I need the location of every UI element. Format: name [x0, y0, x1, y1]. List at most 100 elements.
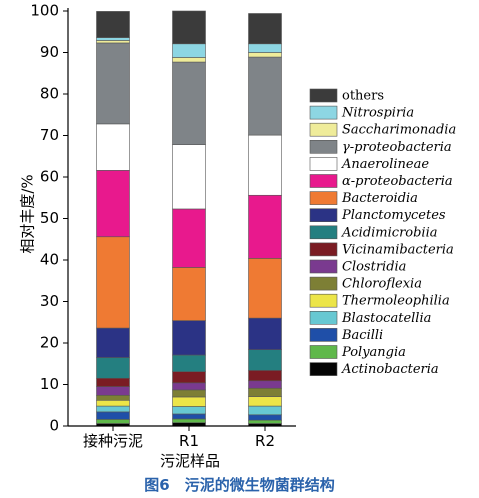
bar-segment-vicinamibacteria — [172, 371, 206, 384]
legend: others Nitrospiria Saccharimonadia γ-proteo… — [309, 88, 456, 377]
bar-segment-polyangia — [96, 419, 130, 424]
y-axis-title: 相对丰度/% — [19, 174, 37, 253]
bar-segment-clostridia — [248, 380, 282, 389]
bar-segment-blastocatellia — [172, 406, 206, 415]
bar-segment--proteobacteria — [172, 208, 206, 268]
x-ticks: 接种污泥 R1 R2 — [83, 426, 275, 450]
legend-swatch — [309, 225, 338, 240]
legend-label: Polyangia — [341, 345, 406, 360]
y-tick-label: 10 — [40, 375, 59, 393]
x-tick-label: R1 — [179, 432, 199, 450]
bar-segment-anaerolineae — [248, 134, 282, 196]
bar-segment-bacteroidia — [172, 267, 206, 321]
legend-swatch — [309, 157, 338, 171]
legend-label: Vicinamibacteria — [342, 242, 454, 257]
bar-segment-thermoleophilia — [172, 396, 206, 407]
bar-segment-acidimicrobiia — [248, 349, 282, 371]
bar-segment-thermoleophilia — [96, 399, 130, 407]
legend-label: Anaerolineae — [341, 157, 429, 172]
bar-segment-others — [248, 13, 282, 45]
legend-label: Actinobacteria — [341, 362, 439, 377]
bar-segment-bacteroidia — [96, 236, 130, 329]
legend-swatch — [309, 174, 338, 188]
legend-swatch — [309, 259, 338, 274]
bar-segment-blastocatellia — [248, 405, 282, 416]
bar-segment-polyangia — [248, 419, 282, 424]
legend-swatch — [309, 362, 338, 376]
legend-label: Blastocatellia — [341, 311, 431, 326]
bar-segment-bacteroidia — [248, 258, 282, 319]
bar-segment-clostridia — [96, 386, 130, 396]
legend-swatch — [309, 310, 338, 325]
bar-segment-bacilli — [172, 413, 206, 420]
legend-swatch — [309, 191, 338, 205]
bar-segment-bacilli — [248, 414, 282, 421]
figure-caption: 图6 污泥的微生物菌群结构 — [144, 476, 335, 494]
legend-swatch — [309, 140, 338, 154]
legend-label: Clostridia — [342, 260, 406, 275]
legend-label: Chloroflexia — [342, 277, 422, 292]
bar-segment-chloroflexia — [96, 394, 130, 401]
legend-swatch — [309, 105, 338, 120]
bar-segment--proteobacteria — [248, 194, 282, 259]
bar-segment-vicinamibacteria — [248, 370, 282, 382]
legend-swatch — [309, 293, 338, 308]
legend-label: Bacteroidia — [341, 191, 418, 206]
y-tick-label: 40 — [40, 251, 59, 269]
bar-segment-acidimicrobiia — [96, 357, 130, 379]
bar-segment-planctomycetes — [96, 327, 130, 358]
axes — [67, 8, 296, 427]
bar-segment-polyangia — [172, 418, 206, 423]
bar-segment-clostridia — [172, 382, 206, 391]
legend-label: Saccharimonadia — [342, 123, 456, 138]
bar-segment-vicinamibacteria — [96, 377, 130, 387]
legend-label: Planctomycetes — [341, 208, 446, 223]
y-ticks: 0 10 20 30 40 50 60 70 80 90 100 — [30, 2, 68, 435]
y-tick-label: 0 — [49, 417, 59, 435]
legend-label: γ-proteobacteria — [342, 140, 452, 155]
legend-label: Nitrospiria — [341, 106, 414, 121]
bar-segment-others — [172, 10, 206, 45]
bar-segment-saccharimonadia — [248, 52, 282, 58]
y-tick-label: 50 — [40, 209, 59, 227]
legend-swatch — [309, 242, 338, 257]
legend-label: others — [342, 89, 384, 104]
y-tick-label: 90 — [40, 43, 59, 61]
y-tick-label: 100 — [30, 2, 59, 20]
bar-segment-saccharimonadia — [96, 40, 130, 44]
y-tick-label: 30 — [40, 292, 59, 310]
bar-segment--proteobacteria — [96, 170, 130, 238]
legend-swatch — [309, 276, 338, 291]
bar-segment-nitrospiria — [172, 43, 206, 58]
legend-swatch — [309, 88, 338, 103]
bar-segment-acidimicrobiia — [172, 354, 206, 372]
bars — [96, 10, 282, 427]
x-tick-label: 接种污泥 — [83, 432, 143, 450]
x-tick-label: R2 — [255, 432, 275, 450]
bar-segment-anaerolineae — [96, 123, 130, 171]
legend-swatch — [309, 208, 338, 222]
bar-segment-bacilli — [96, 411, 130, 420]
y-tick-label: 70 — [40, 126, 59, 144]
bar-segment--proteobacteria — [96, 42, 130, 125]
y-tick-label: 60 — [40, 168, 59, 186]
y-tick-label: 20 — [40, 334, 59, 352]
legend-label: Bacilli — [341, 328, 383, 343]
bar-segment-blastocatellia — [96, 405, 130, 413]
legend-swatch — [309, 345, 338, 359]
legend-swatch — [309, 122, 338, 137]
bar-segment-nitrospiria — [96, 37, 130, 41]
bar-segment--proteobacteria — [248, 56, 282, 136]
bar-segment-anaerolineae — [172, 144, 206, 210]
bar-segment--proteobacteria — [172, 61, 206, 145]
bar-segment-saccharimonadia — [172, 57, 206, 63]
legend-swatch — [309, 328, 338, 342]
bar-segment-nitrospiria — [248, 43, 282, 53]
bar-segment-chloroflexia — [248, 387, 282, 397]
x-axis-title: 污泥样品 — [160, 452, 220, 470]
y-tick-label: 80 — [40, 85, 59, 103]
bar-segment-chloroflexia — [172, 389, 206, 398]
legend-label: Thermoleophilia — [342, 294, 450, 309]
legend-label: α-proteobacteria — [342, 174, 453, 189]
